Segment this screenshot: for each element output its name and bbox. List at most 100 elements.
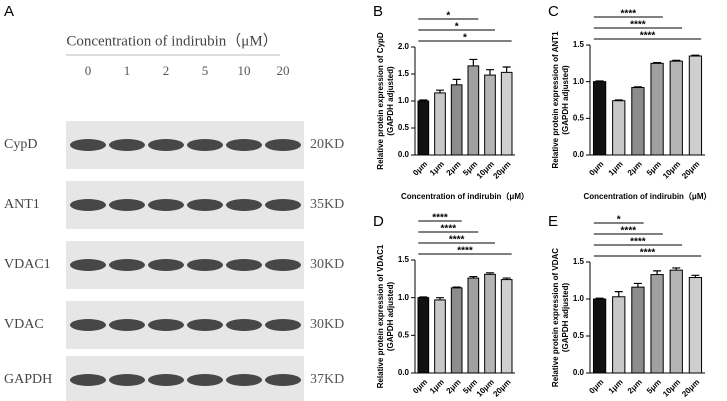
bar	[650, 62, 664, 156]
x-tick-label: 20μm	[680, 378, 701, 399]
x-tick-label: 20μm	[491, 160, 512, 181]
significance-label: ****	[432, 213, 448, 224]
error-bar	[502, 277, 511, 280]
y-axis-label: (GAPDH adjusted)	[561, 65, 570, 135]
x-axis-label: Concentration of indirubin（μM）	[584, 191, 712, 201]
significance-label: ****	[449, 235, 465, 246]
size-label: 30KD	[310, 257, 344, 272]
error-bar	[469, 58, 478, 66]
y-tick-label: 0.5	[573, 331, 585, 340]
protein-label: VDAC	[4, 317, 44, 332]
significance-label: *	[617, 215, 621, 226]
error-bar	[633, 86, 642, 88]
error-bar	[595, 297, 604, 299]
bar	[612, 100, 626, 156]
blot-band	[226, 374, 262, 386]
blot-band	[148, 319, 184, 331]
blot-band	[226, 199, 262, 211]
blot-band	[265, 139, 301, 151]
x-tick-label: 20μm	[491, 378, 512, 399]
size-label: 30KD	[310, 317, 344, 332]
y-tick-label: 1.0	[398, 293, 410, 302]
error-bar	[486, 69, 494, 76]
x-tick-label: 1μm	[607, 160, 625, 178]
blot-band	[187, 374, 223, 386]
blot-band	[109, 139, 145, 151]
x-tick-label: 1μm	[428, 378, 446, 396]
significance-label: ****	[630, 20, 646, 31]
error-bar	[502, 66, 511, 73]
blot-band	[148, 199, 184, 211]
y-tick-label: 1.0	[398, 96, 410, 105]
blot-strip	[66, 356, 304, 401]
bar	[450, 287, 463, 374]
x-tick-label: 0μm	[411, 378, 429, 396]
blot-band	[226, 139, 262, 151]
y-tick-label: 0.0	[573, 150, 585, 159]
panel-label: C	[548, 3, 559, 20]
blot-band	[226, 319, 262, 331]
error-bar	[452, 78, 461, 85]
error-bar	[672, 59, 681, 62]
x-tick-label: 0μm	[411, 160, 429, 178]
bar	[650, 274, 664, 374]
x-tick-label: 10μm	[475, 160, 496, 181]
y-tick-label: 1.0	[573, 294, 585, 303]
lane-label: 20	[277, 63, 290, 78]
blot-title: Concentration of indirubin（μM）	[66, 32, 277, 49]
blot-band	[109, 374, 145, 386]
blot-band	[265, 199, 301, 211]
y-axis-label: (GAPDH adjusted)	[561, 283, 570, 353]
error-bar	[653, 62, 662, 64]
size-label: 35KD	[310, 197, 344, 212]
significance-label: ****	[621, 226, 637, 237]
blot-band	[226, 259, 262, 271]
lane-label: 10	[238, 63, 251, 78]
blot-band	[70, 139, 106, 151]
bar	[592, 298, 607, 374]
blot-band	[70, 199, 106, 211]
x-tick-label: 1μm	[607, 378, 625, 396]
error-bar	[595, 80, 604, 82]
significance-label: *	[455, 22, 459, 33]
error-bar	[486, 272, 494, 275]
y-tick-label: 0.5	[398, 123, 410, 132]
error-bar	[419, 296, 428, 298]
significance-label: ****	[630, 237, 646, 248]
bar	[434, 92, 446, 156]
error-bar	[614, 291, 623, 297]
error-bar	[469, 275, 478, 279]
y-tick-label: 1.5	[398, 255, 410, 264]
blot-band	[70, 319, 106, 331]
lane-label: 2	[163, 63, 170, 78]
blot-band	[148, 259, 184, 271]
error-bar	[452, 286, 461, 288]
protein-label: ANT1	[4, 197, 40, 212]
x-tick-label: 10μm	[661, 160, 682, 181]
error-bar	[436, 297, 444, 300]
blot-band	[109, 199, 145, 211]
significance-label: ****	[640, 248, 656, 259]
panel-label: A	[4, 3, 14, 20]
x-tick-label: 2μm	[626, 378, 644, 396]
blot-band	[70, 374, 106, 386]
y-tick-label: 0.0	[398, 368, 410, 377]
lane-label: 1	[124, 63, 131, 78]
y-axis-label: (GAPDH adjusted)	[386, 282, 395, 352]
y-tick-label: 0.0	[398, 150, 410, 159]
x-tick-label: 2μm	[626, 160, 644, 178]
x-tick-label: 0μm	[587, 378, 605, 396]
error-bar	[614, 99, 623, 101]
panel-label: E	[548, 213, 558, 230]
panel-label: D	[373, 213, 384, 230]
significance-label: ****	[640, 31, 656, 42]
bar	[688, 55, 703, 156]
y-tick-label: 0.0	[573, 368, 585, 377]
blot-band	[187, 259, 223, 271]
error-bar	[691, 54, 700, 56]
blot-band	[109, 259, 145, 271]
bar	[688, 277, 703, 374]
y-axis-label: Relative protein expression of CypD	[376, 32, 385, 170]
y-tick-label: 0.5	[573, 113, 585, 122]
